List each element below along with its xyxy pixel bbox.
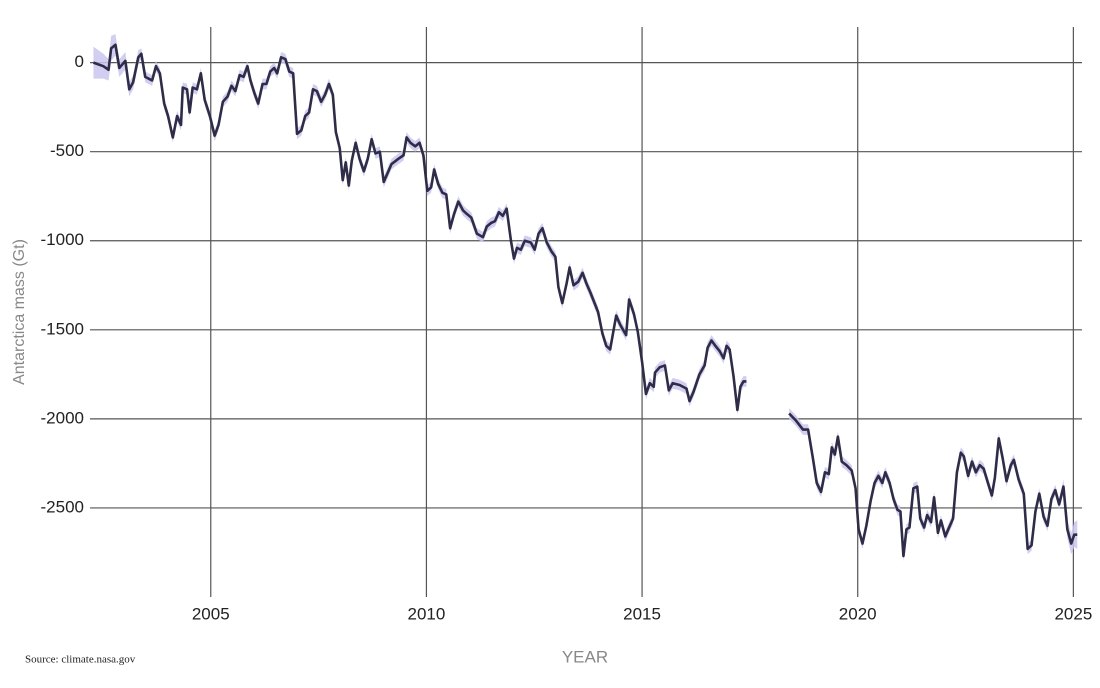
y-tick-label: -500 [50, 141, 84, 160]
y-axis-label: Antarctica mass (Gt) [11, 239, 28, 385]
uncertainty-band [789, 408, 1078, 562]
y-tick-label: 0 [75, 52, 84, 71]
x-tick-label: 2005 [192, 604, 230, 623]
y-tick-label: -2000 [41, 408, 84, 427]
x-tick-label: 2010 [408, 604, 446, 623]
source-note: Source: climate.nasa.gov [25, 654, 136, 666]
x-tick-label: 2025 [1054, 604, 1092, 623]
data-line [93, 43, 747, 412]
x-axis-label: YEAR [562, 647, 608, 666]
y-tick-label: -1500 [41, 319, 84, 338]
y-tick-label: -1000 [41, 230, 84, 249]
y-tick-label: -2500 [41, 497, 84, 516]
x-tick-label: 2015 [623, 604, 661, 623]
data-line [788, 412, 1078, 558]
x-tick-label: 2020 [839, 604, 877, 623]
